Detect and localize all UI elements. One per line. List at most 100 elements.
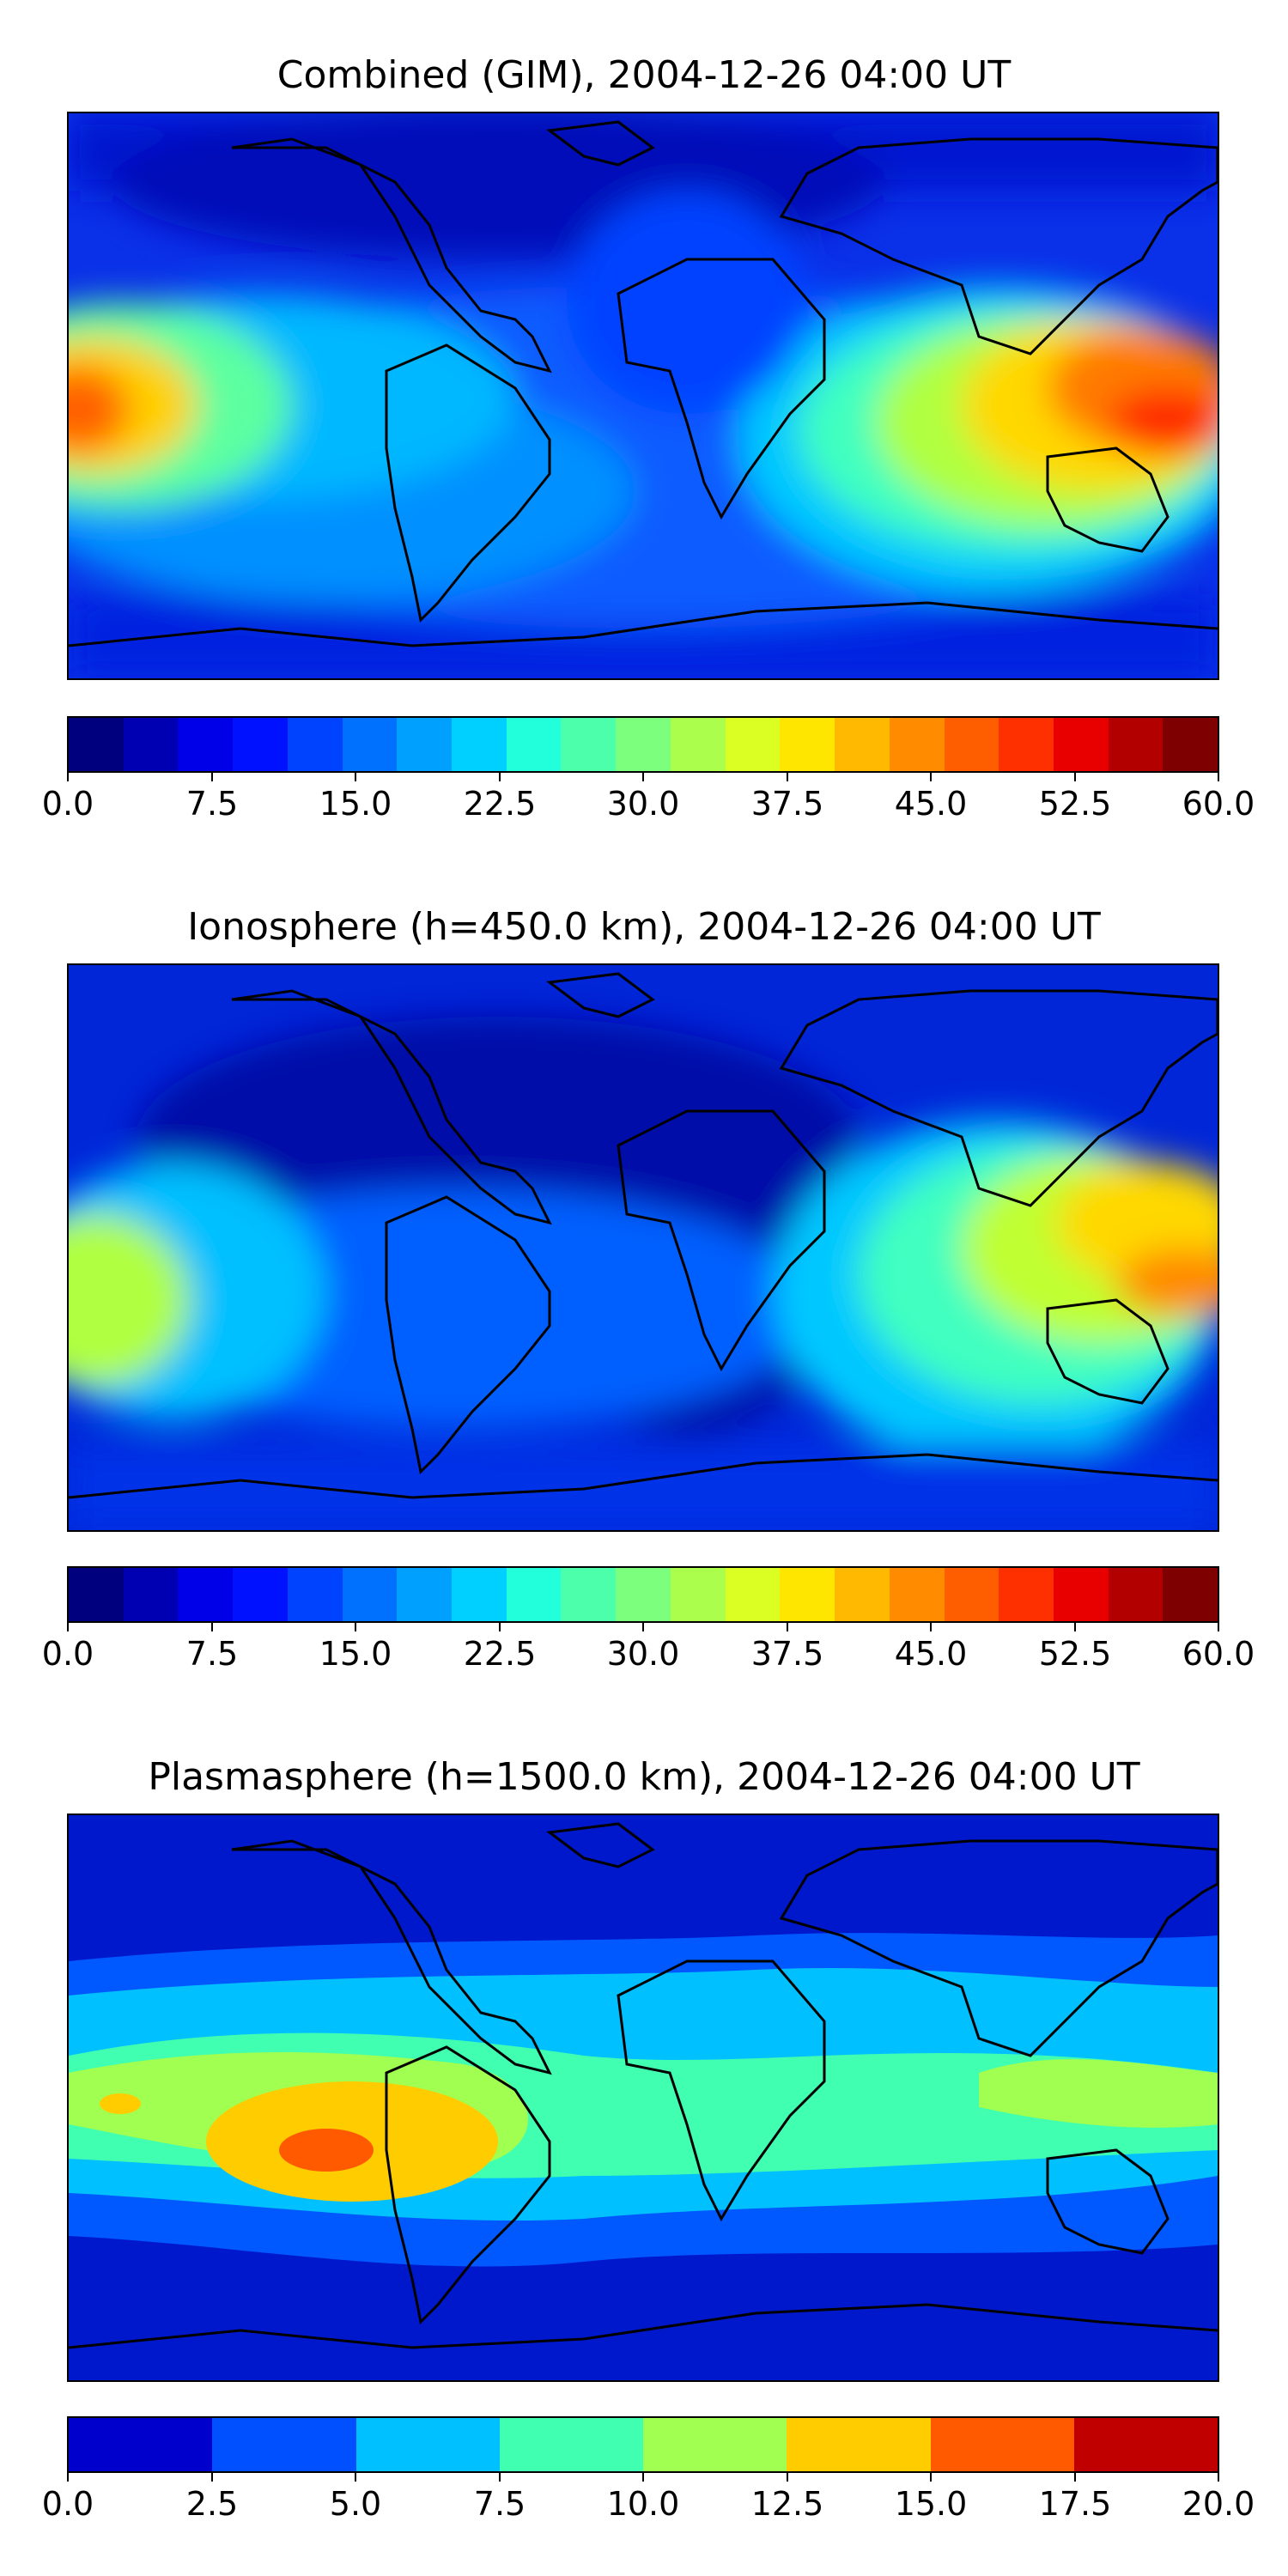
colorbar-tick-label: 60.0 [1182,785,1255,823]
colorbar-tick-label: 15.0 [894,2485,968,2523]
colorbar-segment [506,718,562,771]
coastline-outlines [69,972,1218,1499]
colorbar-tick-mark [787,2473,788,2482]
colorbar-segment [930,2418,1074,2471]
colorbar-segment [123,718,179,771]
colorbar-segment [1163,1568,1218,1621]
colorbar-tick-mark [355,773,356,781]
colorbar-segment [670,1568,726,1621]
tec-map-ionosphere [67,963,1219,1532]
colorbar-segment [178,1568,234,1621]
colorbar-tick-mark [67,2473,69,2482]
panel-title-combined: Combined (GIM), 2004-12-26 04:00 UT [276,53,1012,97]
colorbar-segment [561,718,617,771]
colorbar-tick-label: 30.0 [606,785,680,823]
colorbar-segment [287,1568,343,1621]
colorbar-tick-mark [1074,2473,1076,2482]
colorbar-tick-mark [499,2473,501,2482]
colorbar-segment [69,1568,124,1621]
colorbar-tick-label: 45.0 [894,1635,968,1673]
colorbar-segment [123,1568,179,1621]
colorbar-tick-mark [787,773,788,781]
colorbar-combined [67,716,1219,773]
colorbar-tick-label: 22.5 [463,1635,537,1673]
colorbar-segment [835,718,890,771]
colorbar-tick-mark [930,773,932,781]
colorbar-tick-mark [355,1623,356,1631]
colorbar-segment [889,718,945,771]
colorbar-segment [1108,718,1163,771]
colorbar-tick-label: 7.5 [473,2485,526,2523]
colorbar-tick-mark [642,773,644,781]
colorbar-segment [643,2418,787,2471]
colorbar-tick-label: 2.5 [185,2485,239,2523]
colorbar-segment [212,2418,356,2471]
colorbar-segment [999,1568,1054,1621]
tec-map-combined [67,112,1219,680]
colorbar-tick-mark [1218,773,1219,781]
colorbar-tick-mark [355,2473,356,2482]
tec-contour-plasmasphere [69,1815,1218,2380]
colorbar-tick-mark [211,773,213,781]
colorbar-tick-mark [787,1623,788,1631]
colorbar-segment [452,718,507,771]
colorbar-tick-mark [67,773,69,781]
colorbar-plasmasphere [67,2416,1219,2473]
colorbar-ionosphere [67,1566,1219,1623]
colorbar-segment [670,718,726,771]
colorbar-segment [178,718,234,771]
colorbar-tick-mark [499,1623,501,1631]
colorbar-tick-mark [642,2473,644,2482]
coastline-outlines [69,120,1218,647]
colorbar-segment [725,718,781,771]
colorbar-segment [1073,2418,1218,2471]
colorbar-tick-label: 30.0 [606,1635,680,1673]
colorbar-tick-label: 52.5 [1038,785,1112,823]
colorbar-segment [1108,1568,1163,1621]
colorbar-tick-label: 10.0 [606,2485,680,2523]
colorbar-segment [69,2418,213,2471]
colorbar-tick-label: 12.5 [750,2485,824,2523]
colorbar-segment [787,2418,931,2471]
colorbar-segment [1053,1568,1109,1621]
colorbar-segment [780,718,835,771]
colorbar-segment [561,1568,617,1621]
tec-contour-combined [69,113,1218,678]
coastline-outlines [69,1822,1218,2349]
colorbar-segment [1163,718,1218,771]
colorbar-tick-mark [67,1623,69,1631]
colorbar-tick-mark [211,1623,213,1631]
colorbar-segment [835,1568,890,1621]
colorbar-segment [1053,718,1109,771]
colorbar-tick-label: 0.0 [41,1635,94,1673]
tec-map-plasmasphere [67,1814,1219,2382]
colorbar-segment [944,718,999,771]
panel-title-ionosphere: Ionosphere (h=450.0 km), 2004-12-26 04:0… [187,905,1101,949]
colorbar-segment [944,1568,999,1621]
colorbar-tick-label: 5.0 [329,2485,382,2523]
colorbar-segment [397,718,453,771]
colorbar-segment [889,1568,945,1621]
colorbar-segment [342,718,398,771]
colorbar-segment [233,1568,288,1621]
colorbar-tick-label: 15.0 [319,1635,392,1673]
colorbar-segment [342,1568,398,1621]
colorbar-tick-mark [930,2473,932,2482]
colorbar-segment [233,718,288,771]
colorbar-segment [616,718,671,771]
colorbar-tick-label: 60.0 [1182,1635,1255,1673]
colorbar-segment [499,2418,643,2471]
colorbar-segment [452,1568,507,1621]
colorbar-segment [355,2418,500,2471]
colorbar-segment [616,1568,671,1621]
colorbar-tick-label: 45.0 [894,785,968,823]
panel-title-plasmasphere: Plasmasphere (h=1500.0 km), 2004-12-26 0… [148,1755,1140,1799]
colorbar-tick-mark [499,773,501,781]
colorbar-segment [69,718,124,771]
colorbar-segment [287,718,343,771]
colorbar-ticks-plasmasphere: 0.0 2.5 5.0 7.5 10.0 12.5 15.0 17.5 20.0 [42,2473,1255,2524]
colorbar-tick-mark [1074,1623,1076,1631]
colorbar-tick-mark [211,2473,213,2482]
colorbar-tick-label: 37.5 [750,785,824,823]
colorbar-tick-mark [1218,1623,1219,1631]
